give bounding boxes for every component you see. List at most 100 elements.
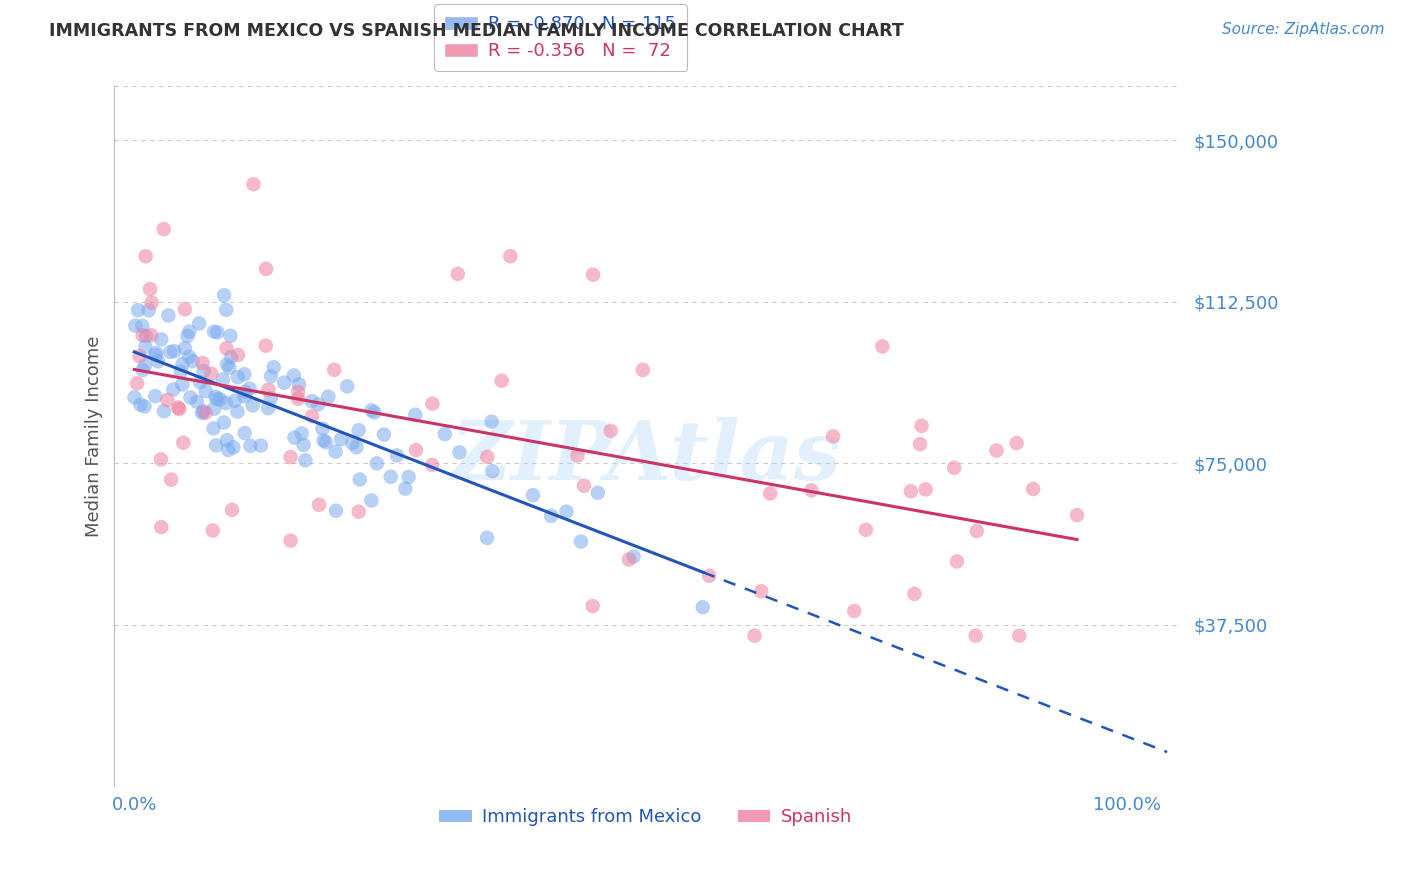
Point [569,534,592,549]
Point [344,440,367,454]
Point [132,363,155,377]
Point [481,415,503,429]
Point [946,554,969,568]
Point [749,584,772,599]
Point [330,432,353,446]
Point [759,486,782,500]
Point [226,404,249,418]
Point [312,434,335,448]
Point [380,470,402,484]
Point [141,295,163,310]
Point [233,368,256,382]
Point [283,431,305,445]
Point [215,396,238,410]
Point [124,391,146,405]
Point [288,377,311,392]
Point [219,350,242,364]
Point [131,328,153,343]
Point [162,383,184,397]
Point [555,505,578,519]
Point [692,600,714,615]
Point [586,486,609,500]
Point [872,339,894,353]
Point [347,505,370,519]
Point [342,436,364,450]
Point [174,302,197,317]
Point [163,344,186,359]
Point [212,288,235,302]
Point [209,392,232,407]
Point [903,587,925,601]
Point [966,524,988,538]
Point [491,374,513,388]
Point [202,325,225,339]
Point [124,318,146,333]
Point [910,418,932,433]
Point [139,282,162,296]
Point [176,329,198,343]
Point [150,332,173,346]
Point [540,508,562,523]
Point [363,405,385,419]
Text: ZIPAtlas: ZIPAtlas [450,417,841,498]
Point [280,533,302,548]
Point [233,384,256,399]
Point [257,383,280,397]
Point [385,449,408,463]
Point [215,302,238,317]
Point [150,520,173,534]
Point [172,377,194,392]
Point [325,444,347,458]
Point [475,531,498,545]
Point [131,318,153,333]
Point [217,442,239,457]
Point [908,437,931,451]
Point [193,404,215,418]
Point [449,445,471,459]
Point [308,498,330,512]
Point [242,178,264,192]
Point [138,303,160,318]
Point [127,376,149,391]
Point [280,450,302,464]
Point [294,453,316,467]
Point [447,267,470,281]
Point [167,401,190,415]
Point [800,483,823,498]
Point [239,439,262,453]
Point [366,456,388,470]
Point [273,376,295,390]
Point [204,390,226,404]
Point [215,358,238,372]
Point [207,326,229,340]
Point [582,599,605,613]
Point [1005,436,1028,450]
Point [325,504,347,518]
Point [1022,482,1045,496]
Point [145,348,167,362]
Point [200,367,222,381]
Point [257,401,280,416]
Point [215,341,238,355]
Point [129,398,152,412]
Text: Source: ZipAtlas.com: Source: ZipAtlas.com [1222,22,1385,37]
Point [179,325,201,339]
Point [301,394,323,409]
Point [914,483,936,497]
Point [194,406,217,420]
Point [631,363,654,377]
Point [134,400,156,414]
Point [242,399,264,413]
Point [477,450,499,464]
Point [318,390,340,404]
Point [156,392,179,407]
Point [226,370,249,384]
Point [188,317,211,331]
Point [201,524,224,538]
Point [212,416,235,430]
Point [697,568,720,582]
Point [224,393,246,408]
Point [172,435,194,450]
Point [287,384,309,399]
Point [134,359,156,373]
